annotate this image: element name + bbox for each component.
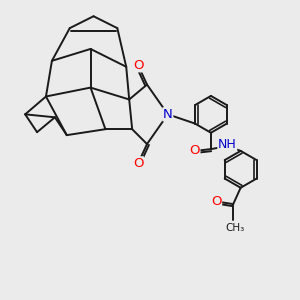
Text: N: N xyxy=(163,108,173,121)
Text: O: O xyxy=(133,157,143,170)
Text: O: O xyxy=(211,195,221,208)
Text: CH₃: CH₃ xyxy=(225,223,244,233)
Text: NH: NH xyxy=(218,138,237,151)
Text: O: O xyxy=(133,59,143,72)
Text: O: O xyxy=(189,144,200,157)
